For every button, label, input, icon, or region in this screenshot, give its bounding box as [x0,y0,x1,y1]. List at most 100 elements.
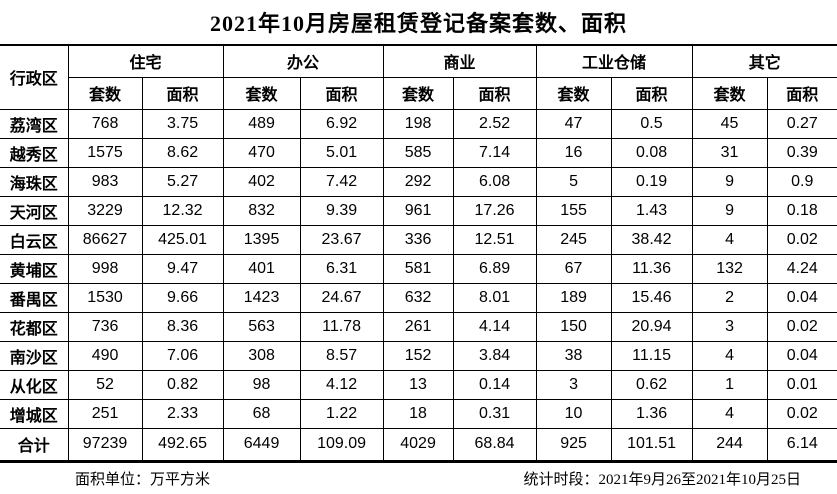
value-cell: 8.36 [141,311,224,342]
value-cell: 13 [382,369,454,400]
value-cell: 4.14 [452,311,537,342]
rental-registration-table: 行政区 住宅 办公 商业 工业仓储 其它 套数 面积 套数 面积 套数 面积 套… [0,44,837,463]
district-cell: 从化区 [0,369,69,400]
category-header-industrial-storage: 工业仓储 [535,44,693,78]
value-cell: 470 [222,137,301,168]
value-cell: 9.66 [141,282,224,313]
area-header: 面积 [610,76,693,110]
value-cell: 7.06 [141,340,224,371]
value-cell: 0.18 [766,195,837,226]
value-cell: 492.65 [141,427,224,462]
value-cell: 0.02 [766,224,837,255]
value-cell: 10 [535,398,612,429]
value-cell: 8.57 [299,340,384,371]
value-cell: 23.67 [299,224,384,255]
value-cell: 12.51 [452,224,537,255]
table-footer: 面积单位：万平方米 统计时段：2021年9月26至2021年10月25日 [0,463,837,494]
value-cell: 4 [691,224,768,255]
value-cell: 97239 [67,427,143,462]
district-cell: 增城区 [0,398,69,429]
units-header: 套数 [222,76,301,110]
value-cell: 18 [382,398,454,429]
value-cell: 0.14 [452,369,537,400]
value-cell: 68.84 [452,427,537,462]
value-cell: 7.14 [452,137,537,168]
value-cell: 998 [67,253,143,284]
value-cell: 152 [382,340,454,371]
value-cell: 4 [691,340,768,371]
value-cell: 3.84 [452,340,537,371]
table-row: 荔湾区 768 3.75 489 6.92 198 2.52 47 0.5 45 0.27 [0,108,837,139]
value-cell: 6449 [222,427,301,462]
category-header-office: 办公 [222,44,384,78]
value-cell: 98 [222,369,301,400]
value-cell: 401 [222,253,301,284]
value-cell: 983 [67,166,143,197]
value-cell: 9.47 [141,253,224,284]
value-cell: 11.78 [299,311,384,342]
table-row: 南沙区 490 7.06 308 8.57 152 3.84 38 11.15 4 0.04 [0,340,837,371]
value-cell: 0.82 [141,369,224,400]
value-cell: 2.52 [452,108,537,139]
value-cell: 9 [691,166,768,197]
value-cell: 308 [222,340,301,371]
value-cell: 6.31 [299,253,384,284]
district-cell: 天河区 [0,195,69,226]
value-cell: 0.9 [766,166,837,197]
table-row: 黄埔区 998 9.47 401 6.31 581 6.89 67 11.36 132 4.24 [0,253,837,284]
value-cell: 31 [691,137,768,168]
table-row: 白云区 86627 425.01 1395 23.67 336 12.51 245 38.42 4… [0,224,837,255]
table-row: 海珠区 983 5.27 402 7.42 292 6.08 5 0.19 9 0.9 [0,166,837,197]
value-cell: 0.62 [610,369,693,400]
value-cell: 109.09 [299,427,384,462]
table-row: 天河区 3229 12.32 832 9.39 961 17.26 155 1.43 9 0.18 [0,195,837,226]
value-cell: 1.43 [610,195,693,226]
value-cell: 9 [691,195,768,226]
value-cell: 1423 [222,282,301,313]
table-header: 行政区 住宅 办公 商业 工业仓储 其它 套数 面积 套数 面积 套数 面积 套… [0,44,837,110]
value-cell: 45 [691,108,768,139]
value-cell: 7.42 [299,166,384,197]
value-cell: 490 [67,340,143,371]
value-cell: 12.32 [141,195,224,226]
value-cell: 9.39 [299,195,384,226]
value-cell: 198 [382,108,454,139]
value-cell: 5.27 [141,166,224,197]
value-cell: 961 [382,195,454,226]
area-header: 面积 [141,76,224,110]
value-cell: 101.51 [610,427,693,462]
units-header: 套数 [535,76,612,110]
table-body: 荔湾区 768 3.75 489 6.92 198 2.52 47 0.5 45 0.27 越秀区 15… [0,108,837,462]
value-cell: 4.24 [766,253,837,284]
district-cell: 海珠区 [0,166,69,197]
value-cell: 3 [691,311,768,342]
statistics-period-note: 统计时段：2021年9月26至2021年10月25日 [523,471,801,488]
value-cell: 0.08 [610,137,693,168]
table-row: 增城区 251 2.33 68 1.22 18 0.31 10 1.36 4 0.02 [0,398,837,429]
value-cell: 2 [691,282,768,313]
value-cell: 155 [535,195,612,226]
value-cell: 1.22 [299,398,384,429]
value-cell: 38 [535,340,612,371]
value-cell: 1395 [222,224,301,255]
value-cell: 6.89 [452,253,537,284]
value-cell: 251 [67,398,143,429]
category-header-commercial: 商业 [382,44,537,78]
total-label-cell: 合计 [0,427,69,462]
value-cell: 11.15 [610,340,693,371]
value-cell: 0.31 [452,398,537,429]
area-header: 面积 [299,76,384,110]
value-cell: 0.04 [766,340,837,371]
district-cell: 白云区 [0,224,69,255]
value-cell: 67 [535,253,612,284]
category-header-row: 行政区 住宅 办公 商业 工业仓储 其它 [0,44,837,110]
value-cell: 0.01 [766,369,837,400]
value-cell: 132 [691,253,768,284]
value-cell: 585 [382,137,454,168]
value-cell: 1.36 [610,398,693,429]
district-cell: 荔湾区 [0,108,69,139]
area-header: 面积 [766,76,837,110]
value-cell: 47 [535,108,612,139]
value-cell: 11.36 [610,253,693,284]
value-cell: 832 [222,195,301,226]
